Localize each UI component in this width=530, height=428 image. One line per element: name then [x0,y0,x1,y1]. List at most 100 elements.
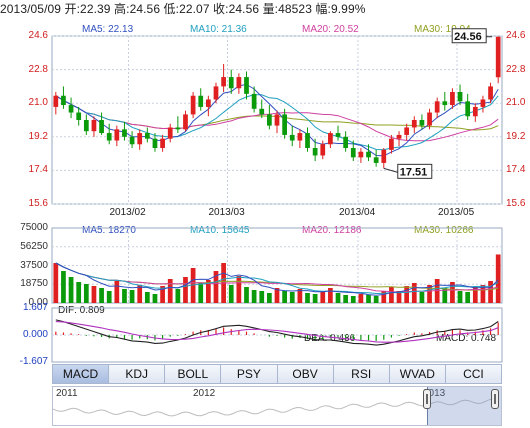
low-marker-box [397,163,433,179]
price-chart[interactable]: 24.56 17.51 [51,28,503,205]
candle-body [434,101,440,113]
date-tick: 2013/03 [208,207,245,218]
range-scrubber[interactable]: 2011 2012 2013 [52,386,502,426]
candle-body [480,99,486,107]
volume-bar [228,285,234,303]
candle-body [472,106,478,117]
volume-bar [144,292,150,303]
candle-body [450,92,455,106]
tab-kdj[interactable]: KDJ [109,364,166,384]
volume-bar [289,292,295,303]
volume-bar [450,282,455,303]
scrubber-left-handle[interactable] [423,389,431,409]
volume-ma5-label: MA5: 18270 [82,225,136,236]
candle-body [343,136,349,148]
volume-chart[interactable] [51,227,503,304]
tab-macd[interactable]: MACD [52,364,110,384]
price-tick-left: 21.0 [28,97,48,109]
candle-body [259,108,265,115]
volume-bar [274,288,280,303]
macd-tick: -1.607 [19,356,48,367]
change-value: 9.99% [330,2,366,16]
volume-bar [137,285,143,303]
volume-tick: 75000 [20,222,48,233]
tab-psy[interactable]: PSY [221,364,278,384]
candle-body [465,101,471,117]
candle-body [213,86,219,100]
dea-label: DEA: 0.436 [304,333,356,344]
volume-bar [190,268,196,303]
volume-bar [53,263,59,303]
candle-body [396,134,402,139]
candle-body [244,77,249,94]
tab-obv[interactable]: OBV [277,364,334,384]
candle-body [144,133,150,139]
quote-date: 2013/05/09 [0,2,62,16]
low-marker-leader [383,167,398,173]
tab-rsi[interactable]: RSI [333,364,390,384]
volume-bar [335,293,341,303]
candle-body [404,127,410,135]
candle-body [198,95,204,107]
high-marker-text: 24.56 [454,31,482,43]
volume-bar [91,286,97,303]
candle-body [381,149,387,163]
tab-wvad[interactable]: WVAD [389,364,446,384]
close-label: 收: [213,2,229,16]
volume-bar [76,282,82,303]
dea-line [55,321,499,343]
candle-body [167,127,173,139]
price-tick-right: 19.2 [506,130,526,142]
macd-value-label: MACD: 0.748 [436,333,497,344]
high-label: 高: [114,2,130,16]
date-tick: 2013/04 [339,207,376,218]
candle-body [205,99,211,107]
volume-bar [114,281,120,303]
volume-bar [404,286,410,303]
price-tick-left: 24.6 [28,30,48,41]
date-tick: 2013/02 [109,207,146,218]
volume-bar [106,291,112,303]
price-ma20-label: MA20: 20.52 [302,24,359,35]
dif-label: DIF: 0.809 [58,305,105,316]
candle-body [427,112,432,126]
scrubber-right-handle[interactable] [491,389,499,409]
volume-bar [465,292,471,303]
volume-bar [129,290,135,303]
scrubber-selection[interactable] [427,387,501,425]
volume-bar [267,293,272,303]
volume-label: 量: [262,2,279,16]
volume-bar [427,285,432,303]
volume-tick: 18750 [20,278,48,290]
candle-body [411,120,417,128]
price-tick-left: 15.6 [28,198,48,209]
candle-body [274,114,280,126]
volume-bar [381,291,387,303]
volume-bar [68,277,74,303]
tab-cci[interactable]: CCI [445,364,502,384]
macd-tick: 1.607 [22,302,48,313]
candle-body [137,133,143,145]
candle-body [106,133,112,141]
candle-body [267,114,272,126]
tab-boll[interactable]: BOLL [165,364,222,384]
candle-body [419,120,425,126]
price-ma10-line [55,94,499,151]
volume-bar [244,287,249,303]
volume-bar [411,283,417,303]
candle-body [282,114,287,135]
candle-body [251,93,257,109]
volume-bar [236,276,242,303]
candle-body [366,151,371,158]
volume-ma20-label: MA20: 12186 [302,225,362,236]
candle-body [297,133,303,141]
volume-bar [320,291,326,303]
candle-body [305,133,310,148]
volume-bar [495,254,501,303]
macd-chart[interactable] [51,307,503,363]
indicator-tabs: MACD KDJ BOLL PSY OBV RSI WVAD CCI [52,364,502,384]
candle-body [373,157,379,163]
candle-body [114,129,120,141]
open-value: 22.39 [80,2,111,16]
candle-body [495,36,501,78]
